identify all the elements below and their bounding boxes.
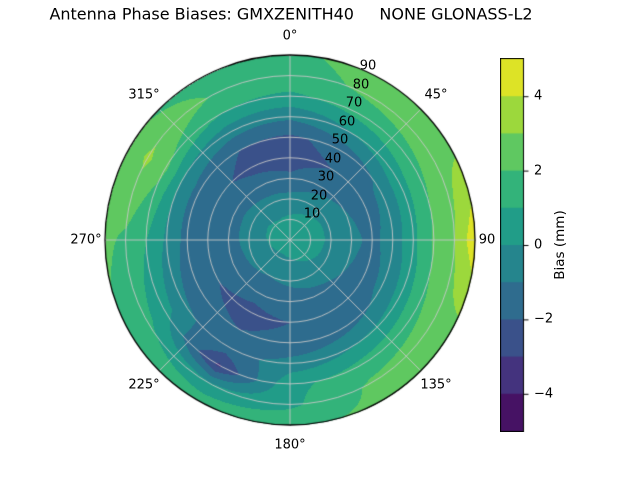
- angle-label-90: 90: [478, 232, 496, 248]
- radial-tick-70: 70: [345, 95, 363, 111]
- radial-tick-60: 60: [338, 114, 356, 130]
- radial-tick-30: 30: [317, 169, 335, 185]
- angle-label-0: 0°: [282, 28, 298, 44]
- colorbar-tick-neg4: −4: [534, 386, 554, 402]
- colorbar-tick-neg2: −2: [534, 311, 554, 327]
- radial-tick-40: 40: [324, 151, 342, 167]
- colorbar: [500, 58, 530, 432]
- radial-tick-20: 20: [310, 188, 328, 204]
- radial-tick-10: 10: [303, 206, 321, 222]
- radial-tick-90: 90: [359, 58, 377, 74]
- angle-label-135: 135°: [420, 377, 452, 393]
- colorbar-tick-2: 2: [534, 163, 543, 179]
- colorbar-axis-label: Bias (mm): [552, 210, 568, 280]
- angle-label-270: 270°: [70, 232, 102, 248]
- colorbar-tick-4: 4: [534, 88, 543, 104]
- radial-tick-50: 50: [331, 132, 349, 148]
- angle-label-180: 180°: [274, 437, 306, 453]
- colorbar-tick-0: 0: [534, 237, 543, 253]
- angle-label-315: 315°: [128, 87, 160, 103]
- angle-label-225: 225°: [128, 377, 160, 393]
- chart-title: Antenna Phase Biases: GMXZENITH40 NONE G…: [49, 4, 533, 24]
- radial-tick-80: 80: [352, 77, 370, 93]
- angle-label-45: 45°: [424, 87, 448, 103]
